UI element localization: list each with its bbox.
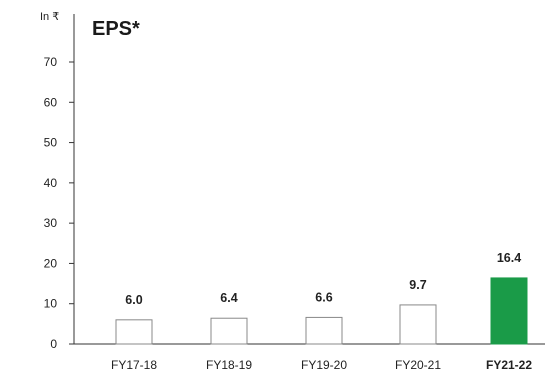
category-label: FY19-20 [301,358,347,372]
y-tick-label: 50 [44,136,58,150]
bar-fy20-21 [399,304,437,345]
value-label: 6.0 [125,293,142,307]
category-label: FY20-21 [395,358,441,372]
value-label: 6.6 [315,290,332,304]
y-axis-ticks: 0 10 20 30 40 50 60 70 [44,55,74,351]
category-label: FY17-18 [111,358,157,372]
y-tick-label: 0 [50,337,57,351]
bar-fy21-22 [490,277,528,345]
category-labels: FY17-18 FY18-19 FY19-20 FY20-21 FY21-22 [111,358,532,372]
value-label: 16.4 [497,251,521,265]
value-label: 9.7 [409,278,426,292]
y-tick-label: 10 [44,297,58,311]
y-tick-label: 30 [44,216,58,230]
chart-title: EPS* [92,18,140,40]
bar-fy17-18 [115,319,153,345]
y-tick-label: 70 [44,55,58,69]
y-tick-label: 40 [44,176,58,190]
y-tick-label: 60 [44,95,58,109]
value-label: 6.4 [220,291,237,305]
bar-fy19-20 [305,316,343,345]
bar-fy18-19 [210,317,248,345]
unit-label: In ₹ [40,11,59,23]
category-label: FY21-22 [486,358,532,372]
value-labels: 6.0 6.4 6.6 9.7 16.4 [125,251,521,307]
y-tick-label: 20 [44,256,58,270]
category-label: FY18-19 [206,358,252,372]
bars [115,277,528,345]
